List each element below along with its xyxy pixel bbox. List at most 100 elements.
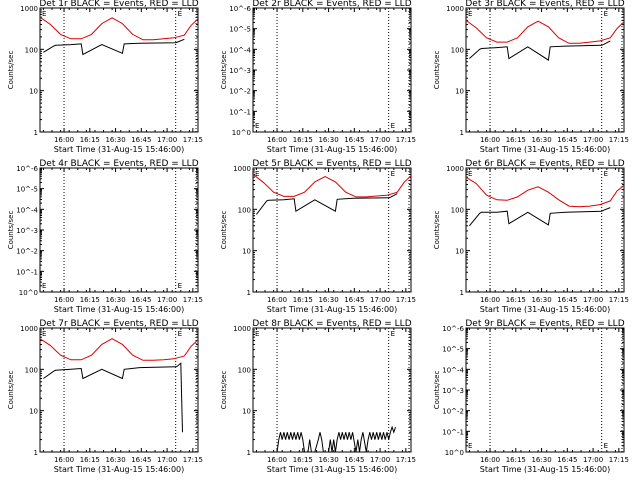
e-marker: E bbox=[468, 10, 472, 18]
series-line-lld bbox=[465, 176, 625, 208]
series-line-events bbox=[43, 38, 185, 56]
chart-panel: Det 3r BLACK = Events, RED = LLD 16:00 16:… bbox=[433, 0, 629, 154]
chart-panel: Det 7r BLACK = Events, RED = LLD 16:00 16:… bbox=[7, 319, 203, 474]
chart-title: Det 3r BLACK = Events, RED = LLD bbox=[465, 0, 624, 9]
e-marker: E bbox=[604, 10, 608, 18]
x-tick-label: 17:15 bbox=[396, 456, 416, 464]
y-tick-label: 100 bbox=[25, 46, 38, 54]
e-marker: E bbox=[391, 330, 395, 338]
x-axis-title: Start Time (31-Aug-15 15:46:00) bbox=[480, 465, 611, 474]
y-tick-label: 10^0 bbox=[445, 449, 464, 457]
y-tick-label: 10 bbox=[29, 88, 38, 96]
y-tick-label: 1000 bbox=[20, 5, 38, 13]
y-axis-title: Counts/sec bbox=[220, 211, 228, 250]
series-line-lld bbox=[39, 16, 199, 41]
e-marker: E bbox=[604, 170, 608, 178]
plot-frame bbox=[252, 167, 412, 293]
x-tick-label: 17:00 bbox=[157, 296, 177, 304]
x-tick-label: 16:15 bbox=[293, 456, 313, 464]
y-tick-label: 10 bbox=[455, 248, 464, 256]
chart-panel: Det 9r BLACK = Events, RED = LLD 16:00 16:… bbox=[433, 319, 629, 474]
y-tick-label: 100 bbox=[451, 46, 464, 54]
e-marker: E bbox=[42, 330, 46, 338]
x-tick-label: 16:00 bbox=[54, 456, 74, 464]
x-tick-label: 16:45 bbox=[344, 296, 364, 304]
series-line-events bbox=[276, 425, 396, 453]
x-tick-label: 16:30 bbox=[531, 136, 551, 144]
y-tick-label: 1000 bbox=[233, 325, 251, 333]
x-tick-label: 17:00 bbox=[157, 456, 177, 464]
x-axis-title: Start Time (31-Aug-15 15:46:00) bbox=[480, 145, 611, 154]
x-tick-label: 16:45 bbox=[131, 296, 151, 304]
y-tick-label: 1 bbox=[460, 129, 464, 137]
x-tick-label: 16:30 bbox=[318, 456, 338, 464]
chart-title: Det 5r BLACK = Events, RED = LLD bbox=[252, 159, 411, 169]
y-axis-title: Counts/sec bbox=[433, 371, 441, 410]
y-tick-label: 100 bbox=[238, 366, 251, 374]
x-tick-label: 16:30 bbox=[531, 296, 551, 304]
x-axis-title: Start Time (31-Aug-15 15:46:00) bbox=[54, 305, 185, 314]
x-tick-label: 16:15 bbox=[80, 136, 100, 144]
x-tick-label: 16:45 bbox=[131, 136, 151, 144]
series-line-events bbox=[469, 207, 611, 227]
chart-panel: Det 1r BLACK = Events, RED = LLD 16:00 16:… bbox=[7, 0, 203, 154]
y-tick-label: 1 bbox=[247, 449, 251, 457]
chart-title: Det 2r BLACK = Events, RED = LLD bbox=[252, 0, 411, 9]
e-marker: E bbox=[255, 330, 259, 338]
y-tick-label: 10^-3 bbox=[442, 387, 464, 395]
e-marker: E bbox=[178, 10, 182, 18]
chart-title: Det 7r BLACK = Events, RED = LLD bbox=[39, 319, 198, 329]
y-tick-label: 100 bbox=[238, 206, 251, 214]
series-line-events bbox=[469, 40, 611, 61]
x-tick-label: 16:00 bbox=[480, 296, 500, 304]
y-tick-label: 10^-4 bbox=[229, 46, 251, 54]
y-axis-title: Counts/sec bbox=[7, 51, 15, 90]
y-tick-label: 10^-2 bbox=[442, 408, 464, 416]
e-marker: E bbox=[391, 122, 395, 130]
y-tick-label: 10^-3 bbox=[16, 227, 38, 235]
y-axis-title: Counts/sec bbox=[220, 371, 228, 410]
chart-title: Det 6r BLACK = Events, RED = LLD bbox=[465, 159, 624, 169]
y-axis-title: Counts/sec bbox=[7, 211, 15, 250]
x-tick-label: 17:15 bbox=[183, 296, 203, 304]
x-axis-title: Start Time (31-Aug-15 15:46:00) bbox=[267, 305, 398, 314]
series-line-lld bbox=[39, 338, 199, 361]
e-marker: E bbox=[255, 122, 259, 130]
y-tick-label: 10^-5 bbox=[229, 26, 251, 34]
e-marker: E bbox=[391, 170, 395, 178]
series-line-events bbox=[43, 362, 183, 433]
plot-frame bbox=[465, 7, 625, 133]
x-tick-label: 16:00 bbox=[267, 136, 287, 144]
e-marker: E bbox=[178, 282, 182, 290]
plot-frame bbox=[39, 7, 199, 133]
y-axis-title: Counts/sec bbox=[7, 371, 15, 410]
y-tick-label: 1 bbox=[34, 449, 38, 457]
e-marker: E bbox=[468, 170, 472, 178]
x-tick-label: 16:45 bbox=[557, 456, 577, 464]
chart-panel: Det 2r BLACK = Events, RED = LLD 16:00 16:… bbox=[220, 0, 416, 154]
series-line-lld bbox=[252, 174, 412, 198]
y-tick-label: 10^-3 bbox=[229, 67, 251, 75]
x-tick-label: 16:00 bbox=[267, 296, 287, 304]
x-tick-label: 16:45 bbox=[557, 136, 577, 144]
x-tick-label: 16:45 bbox=[344, 136, 364, 144]
chart-title: Det 4r BLACK = Events, RED = LLD bbox=[39, 159, 198, 169]
y-tick-label: 10^-5 bbox=[442, 346, 464, 354]
y-tick-label: 10^0 bbox=[232, 129, 251, 137]
y-tick-label: 10 bbox=[242, 248, 251, 256]
x-tick-label: 17:00 bbox=[583, 136, 603, 144]
y-tick-label: 10^-1 bbox=[229, 108, 251, 116]
y-tick-label: 10^0 bbox=[19, 289, 38, 297]
x-tick-label: 17:15 bbox=[396, 136, 416, 144]
y-axis-title: Counts/sec bbox=[220, 51, 228, 90]
x-tick-label: 16:15 bbox=[293, 296, 313, 304]
y-tick-label: 10^-5 bbox=[16, 186, 38, 194]
y-tick-label: 1 bbox=[34, 129, 38, 137]
y-axis-title: Counts/sec bbox=[433, 51, 441, 90]
x-tick-label: 17:00 bbox=[370, 136, 390, 144]
x-axis-title: Start Time (31-Aug-15 15:46:00) bbox=[267, 145, 398, 154]
chart-panel: Det 6r BLACK = Events, RED = LLD 16:00 16:… bbox=[433, 159, 629, 314]
y-tick-label: 1000 bbox=[446, 165, 464, 173]
x-tick-label: 17:00 bbox=[157, 136, 177, 144]
